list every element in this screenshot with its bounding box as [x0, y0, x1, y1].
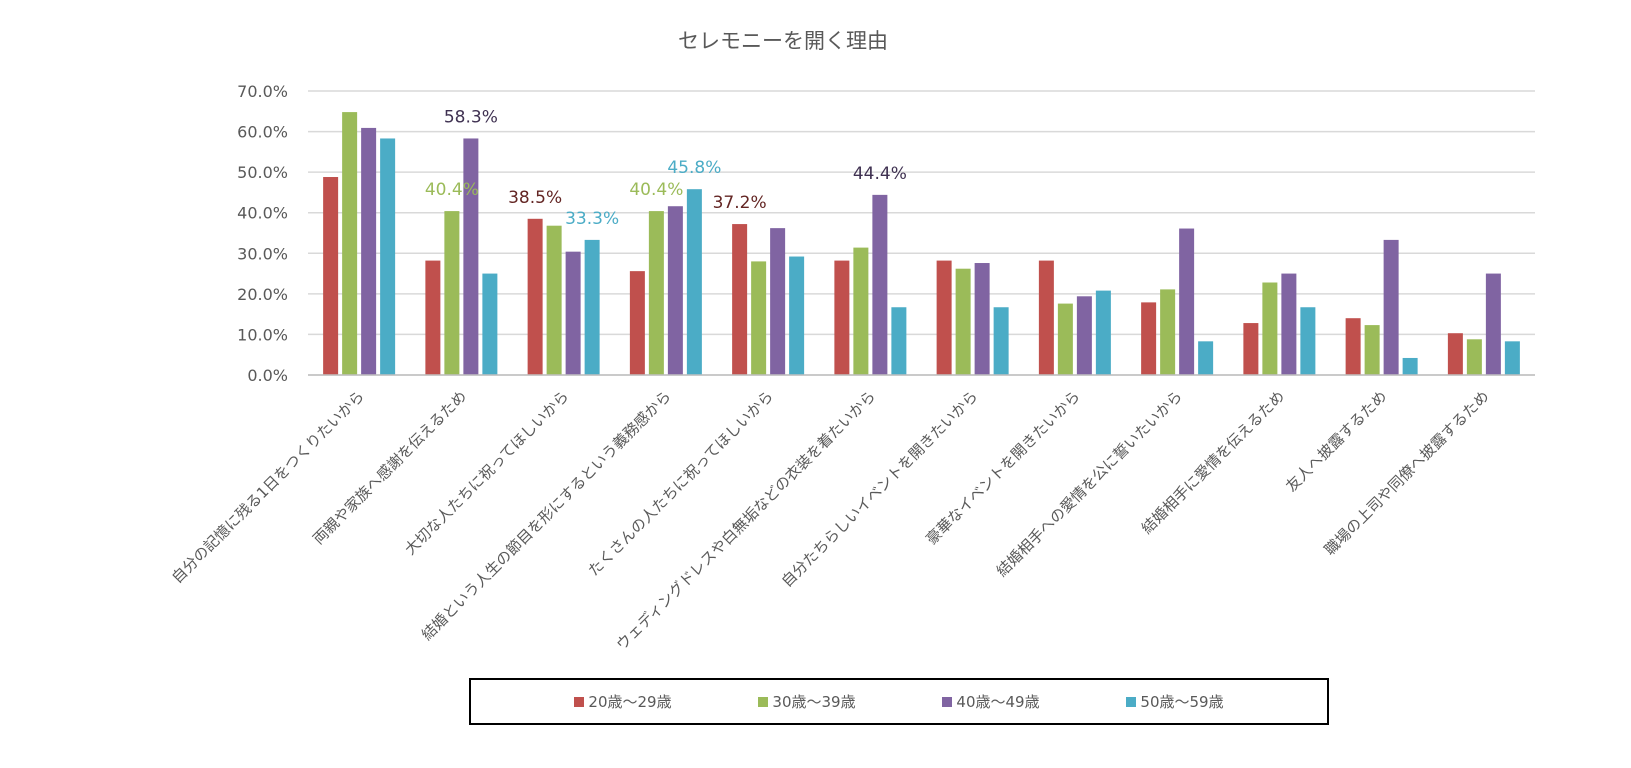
- legend-label: 40歳～49歳: [956, 693, 1040, 711]
- legend-item: 50歳～59歳: [1126, 691, 1224, 712]
- data-label: 40.4%: [425, 180, 479, 200]
- data-label: 58.3%: [444, 107, 498, 127]
- bar: [1038, 260, 1054, 375]
- bar: [1447, 333, 1463, 375]
- bar: [546, 225, 562, 375]
- y-tick-label: 70.0%: [237, 82, 288, 101]
- y-tick-label: 50.0%: [237, 163, 288, 182]
- data-label: 45.8%: [667, 158, 721, 178]
- data-label: 33.3%: [565, 209, 619, 229]
- bar: [323, 177, 339, 375]
- legend-item: 20歳～29歳: [574, 691, 672, 712]
- legend-label: 50歳～59歳: [1140, 693, 1224, 711]
- bar: [1243, 323, 1259, 375]
- bar: [732, 224, 748, 375]
- y-tick-label: 10.0%: [237, 325, 288, 344]
- legend-swatch: [942, 696, 953, 707]
- bar: [1485, 273, 1501, 375]
- bar: [527, 218, 543, 375]
- bar: [463, 138, 479, 375]
- data-label: 40.4%: [629, 180, 683, 200]
- bar: [361, 127, 377, 375]
- bar: [686, 189, 702, 375]
- bar: [1160, 289, 1176, 375]
- legend: 20歳～29歳 30歳～39歳 40歳～49歳 50歳～59歳: [469, 678, 1329, 725]
- bar: [1057, 303, 1073, 375]
- x-tick-label: 自分の記憶に残る1日をつくりたいから: [168, 387, 368, 587]
- bar: [936, 260, 952, 375]
- bar: [993, 307, 1009, 375]
- bar: [891, 307, 907, 375]
- bar: [1179, 228, 1195, 375]
- y-axis: 0.0% 10.0% 20.0% 30.0% 40.0% 50.0% 60.0% 70.0%: [237, 82, 288, 385]
- bar: [1198, 341, 1214, 375]
- bar: [565, 251, 581, 375]
- x-tick-label: 大切な人たちに祝ってほしいから: [401, 387, 572, 558]
- y-tick-label: 20.0%: [237, 285, 288, 304]
- bar: [1300, 307, 1316, 375]
- bar: [974, 263, 990, 375]
- bar: [1262, 282, 1278, 375]
- x-tick-label: 友人へ披露するため: [1282, 387, 1390, 495]
- x-tick-label: 職場の上司や同僚へ披露するため: [1321, 387, 1493, 559]
- bars: [323, 112, 1520, 376]
- bar: [853, 247, 869, 375]
- bar: [834, 260, 850, 375]
- x-tick-label: たくさんの人たちに祝ってほしいから: [584, 387, 777, 580]
- bar: [342, 112, 358, 376]
- legend-swatch: [574, 696, 585, 707]
- gridlines: [308, 90, 1535, 376]
- y-tick-label: 40.0%: [237, 204, 288, 223]
- bar: [955, 268, 971, 375]
- bar: [584, 239, 600, 375]
- bar: [380, 138, 396, 375]
- legend-swatch: [1126, 696, 1137, 707]
- bar: [1076, 296, 1092, 375]
- bar: [872, 194, 888, 375]
- bar: [667, 206, 683, 375]
- x-axis: 自分の記憶に残る1日をつくりたいから両親や家族へ感謝を伝えるため大切な人たちに祝…: [168, 374, 1535, 654]
- bar: [789, 256, 805, 375]
- bar: [482, 273, 498, 375]
- data-label: 37.2%: [713, 193, 767, 213]
- y-tick-label: 30.0%: [237, 244, 288, 263]
- y-tick-label: 0.0%: [247, 366, 288, 385]
- data-label: 38.5%: [508, 188, 562, 208]
- legend-label: 30歳～39歳: [772, 693, 856, 711]
- bar: [1402, 357, 1418, 375]
- bar: [1345, 318, 1361, 375]
- bar: [444, 211, 460, 375]
- bar: [1383, 239, 1399, 375]
- x-tick-label: 結婚相手への愛情を公に誓いたいから: [993, 387, 1186, 580]
- bar: [770, 228, 786, 375]
- data-labels: 58.3%40.4% 38.5%33.3%40.4%45.8%37.2%44.4%: [425, 107, 907, 228]
- x-tick-label: 自分たちらしいイベントを開きたいから: [778, 387, 982, 591]
- y-tick-label: 60.0%: [237, 123, 288, 142]
- bar: [1141, 302, 1157, 375]
- legend-item: 40歳～49歳: [942, 691, 1040, 712]
- bar: [629, 271, 645, 375]
- legend-swatch: [758, 696, 769, 707]
- bar: [1364, 325, 1380, 375]
- bar: [1466, 339, 1482, 375]
- bar: [751, 261, 767, 375]
- chart-title: セレモニーを開く理由: [678, 29, 888, 53]
- data-label: 44.4%: [853, 164, 907, 184]
- bar: [1095, 290, 1111, 375]
- bar: [425, 260, 441, 375]
- bar: [1281, 273, 1297, 375]
- legend-label: 20歳～29歳: [588, 693, 672, 711]
- legend-item: 30歳～39歳: [758, 691, 856, 712]
- bar: [648, 211, 664, 375]
- bar: [1504, 341, 1520, 375]
